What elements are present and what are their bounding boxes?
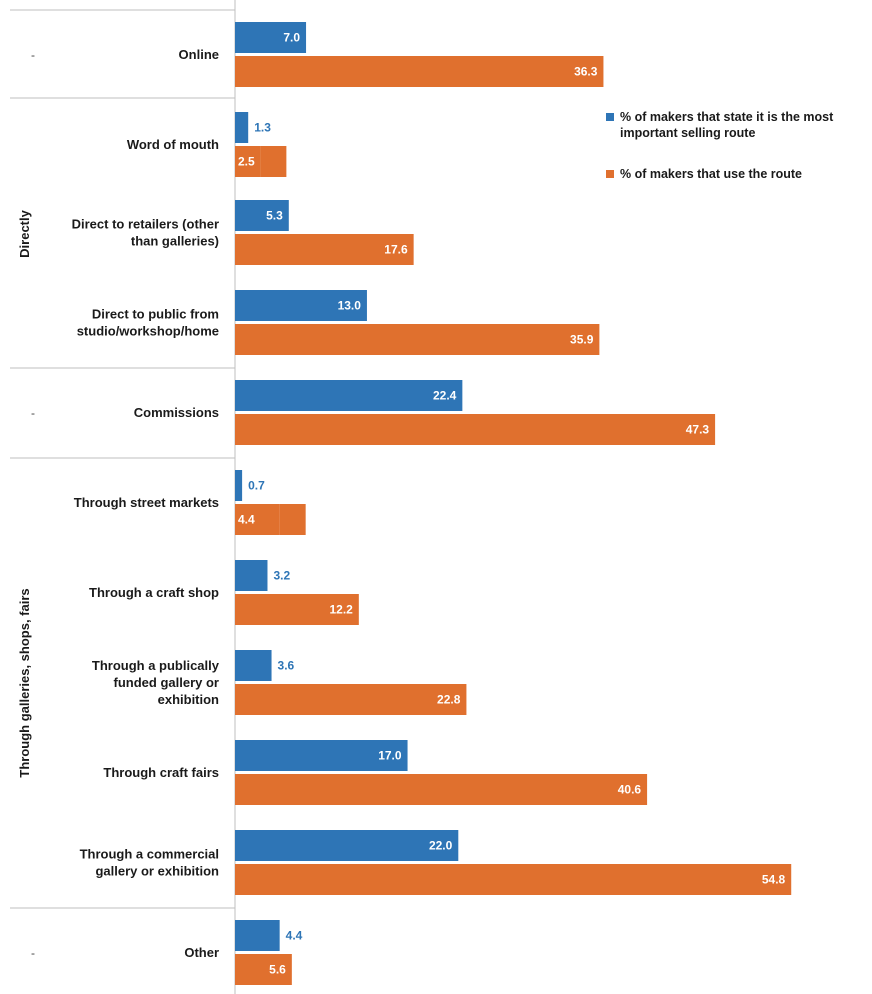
- data-label: 35.9: [570, 333, 594, 347]
- bar-use-route: [235, 234, 414, 265]
- data-label: 22.0: [429, 839, 453, 853]
- data-label: 17.6: [384, 243, 408, 257]
- legend-label: % of makers that state it is the most: [620, 110, 834, 124]
- data-label: 5.3: [266, 209, 283, 223]
- bar-use-route-label-box: [279, 504, 306, 535]
- category-label: than galleries): [131, 234, 219, 249]
- data-label: 40.6: [618, 783, 642, 797]
- bar-most-important: [235, 200, 289, 231]
- category-label: Other: [184, 945, 219, 960]
- data-label: 12.2: [329, 603, 353, 617]
- category-label: Direct to public from: [92, 307, 219, 322]
- data-label: 2.5: [238, 155, 255, 169]
- data-label: 4.4: [286, 929, 303, 943]
- data-label: 3.2: [273, 569, 290, 583]
- data-label: 47.3: [686, 423, 710, 437]
- category-label: Word of mouth: [127, 137, 219, 152]
- bar-use-route: [235, 414, 716, 445]
- category-label: Direct to retailers (other: [72, 217, 219, 232]
- data-label: 1.3: [254, 121, 271, 135]
- bar-use-route: [235, 774, 648, 805]
- bar-most-important: [235, 470, 243, 501]
- bar-most-important: [235, 290, 367, 321]
- data-label: 5.6: [269, 963, 286, 977]
- bar-most-important: [235, 22, 307, 53]
- group-label: -: [31, 48, 35, 62]
- data-label: 3.6: [278, 659, 295, 673]
- category-label: Through a publically: [92, 658, 220, 673]
- data-label: 54.8: [762, 873, 786, 887]
- bar-most-important: [235, 830, 459, 861]
- legend-swatch: [606, 170, 614, 178]
- category-label: Commissions: [134, 405, 219, 420]
- data-label: 0.7: [248, 479, 265, 493]
- category-label: funded gallery or: [114, 675, 219, 690]
- data-label: 4.4: [238, 513, 255, 527]
- bar-most-important: [235, 650, 272, 681]
- group-label: Through galleries, shops, fairs: [17, 588, 32, 777]
- legend-label: % of makers that use the route: [620, 167, 802, 181]
- data-label: 17.0: [378, 749, 402, 763]
- category-label: studio/workshop/home: [77, 324, 219, 339]
- bar-most-important: [235, 380, 463, 411]
- category-label: gallery or exhibition: [95, 864, 219, 879]
- group-label: -: [31, 406, 35, 420]
- group-label: -: [31, 946, 35, 960]
- bar-use-route: [235, 594, 359, 625]
- bar-most-important: [235, 740, 408, 771]
- category-label: Online: [179, 47, 219, 62]
- category-label: exhibition: [158, 692, 219, 707]
- bar-use-route: [235, 954, 292, 985]
- data-label: 36.3: [574, 65, 598, 79]
- legend-swatch: [606, 113, 614, 121]
- data-label: 22.8: [437, 693, 461, 707]
- legend-label: important selling route: [620, 126, 755, 140]
- category-label: Through craft fairs: [103, 765, 219, 780]
- data-label: 22.4: [433, 389, 457, 403]
- data-label: 7.0: [283, 31, 300, 45]
- bar-use-route: [235, 324, 600, 355]
- category-label: Through street markets: [74, 495, 219, 510]
- bar-use-route: [235, 684, 467, 715]
- bar-use-route: [235, 56, 604, 87]
- bar-most-important: [235, 920, 280, 951]
- bar-most-important: [235, 112, 249, 143]
- bar-use-route: [235, 864, 792, 895]
- group-label: Directly: [17, 209, 32, 257]
- bar-use-route: [235, 146, 261, 177]
- category-label: Through a craft shop: [89, 585, 219, 600]
- category-label: Through a commercial: [80, 847, 219, 862]
- data-label: 13.0: [338, 299, 362, 313]
- bar-use-route-label-box: [260, 146, 287, 177]
- bar-most-important: [235, 560, 268, 591]
- bar-use-route: [235, 504, 280, 535]
